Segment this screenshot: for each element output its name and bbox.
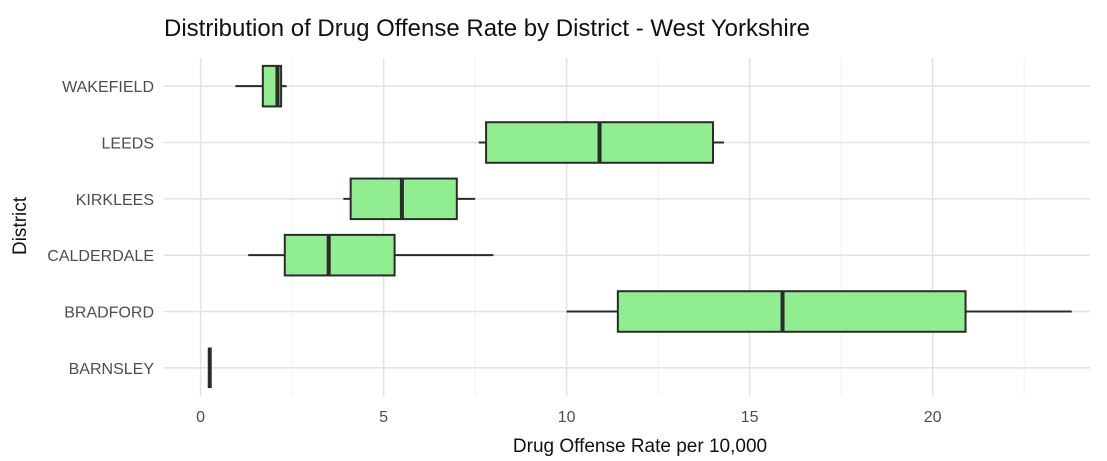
- y-tick-label: BARNSLEY: [69, 361, 155, 378]
- x-tick-label: 15: [741, 409, 759, 426]
- plot-area: 0 5 10 15 20 BARNSLEY BRADFORD CALDERDALE KIRKLE…: [47, 58, 1090, 426]
- y-tick-label: KIRKLEES: [76, 192, 154, 209]
- x-tick-label: 10: [558, 409, 576, 426]
- x-tick-label: 20: [924, 409, 942, 426]
- y-tick-label: WAKEFIELD: [62, 79, 154, 96]
- x-tick-label: 5: [379, 409, 388, 426]
- y-tick-label: LEEDS: [102, 136, 154, 153]
- x-tick-label: 0: [196, 409, 205, 426]
- box: [616, 290, 967, 333]
- x-axis-title: Drug Offense Rate per 10,000: [513, 436, 767, 457]
- box: [283, 233, 396, 277]
- y-axis-title: District: [10, 196, 31, 255]
- y-tick-label: BRADFORD: [64, 305, 154, 322]
- chart-title: Distribution of Drug Offense Rate by Dis…: [164, 15, 810, 42]
- y-tick-label: CALDERDALE: [47, 248, 154, 265]
